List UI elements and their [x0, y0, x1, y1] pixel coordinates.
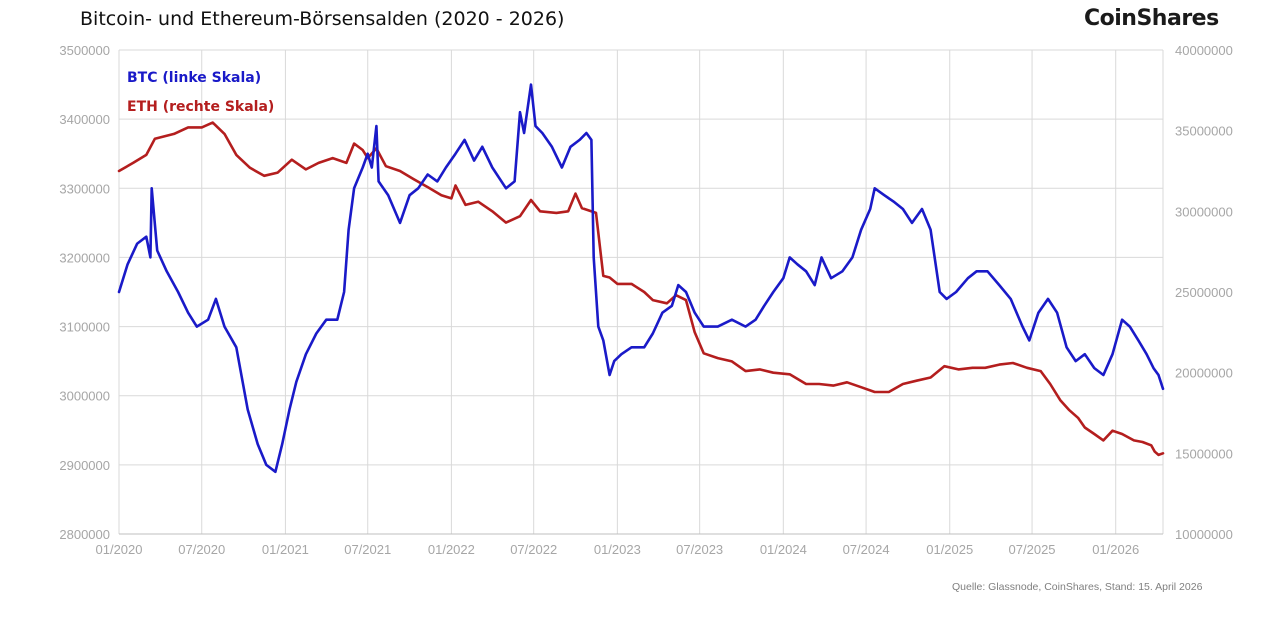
y-right-tick-label: 30000000	[1175, 204, 1233, 219]
grid	[118, 49, 1164, 535]
x-tick-label: 07/2021	[344, 542, 391, 557]
series	[117, 83, 1165, 474]
x-tick-label: 01/2022	[428, 542, 475, 557]
y-right-tick-label: 35000000	[1175, 124, 1233, 139]
series-line-btc	[117, 83, 1165, 474]
x-tick-label: 07/2020	[178, 542, 225, 557]
brand-logo: CoinShares	[1084, 6, 1219, 31]
y-left-tick-label: 2800000	[59, 527, 110, 542]
x-tick-label: 01/2026	[1092, 542, 1139, 557]
y-axis-right-ticks: 10000000 15000000 20000000 25000000 30000000…	[1175, 43, 1233, 542]
x-tick-label: 01/2021	[262, 542, 309, 557]
y-left-tick-label: 3500000	[59, 43, 110, 58]
y-right-tick-label: 10000000	[1175, 527, 1233, 542]
legend-btc: BTC (linke Skala)	[127, 70, 261, 86]
x-tick-label: 01/2024	[760, 542, 807, 557]
y-left-tick-label: 3000000	[59, 389, 110, 404]
y-left-tick-label: 3400000	[59, 112, 110, 127]
legend: BTC (linke Skala) ETH (rechte Skala)	[127, 70, 274, 115]
y-right-tick-label: 25000000	[1175, 285, 1233, 300]
y-right-tick-label: 20000000	[1175, 366, 1233, 381]
x-tick-label: 01/2023	[594, 542, 641, 557]
y-left-tick-label: 2900000	[59, 458, 110, 473]
legend-eth: ETH (rechte Skala)	[127, 99, 274, 115]
x-tick-label: 01/2020	[96, 542, 143, 557]
y-right-tick-label: 15000000	[1175, 446, 1233, 461]
y-left-tick-label: 3300000	[59, 181, 110, 196]
x-tick-label: 01/2025	[926, 542, 973, 557]
x-tick-label: 07/2025	[1009, 542, 1056, 557]
y-right-tick-label: 40000000	[1175, 43, 1233, 58]
y-left-tick-label: 3200000	[59, 250, 110, 265]
chart-title: Bitcoin- und Ethereum-Börsensalden (2020…	[80, 8, 565, 30]
y-axis-left-ticks: 2800000 2900000 3000000 3100000 3200000 33000…	[59, 43, 110, 542]
source-note: Quelle: Glassnode, CoinShares, Stand: 15…	[952, 581, 1203, 593]
x-tick-label: 07/2023	[676, 542, 723, 557]
x-axis-ticks: 01/2020 07/2020 01/2021 07/2021 01/2022 07/20…	[96, 542, 1140, 557]
x-tick-label: 07/2022	[510, 542, 557, 557]
series-line-eth	[117, 121, 1165, 457]
x-tick-label: 07/2024	[843, 542, 890, 557]
y-left-tick-label: 3100000	[59, 320, 110, 335]
